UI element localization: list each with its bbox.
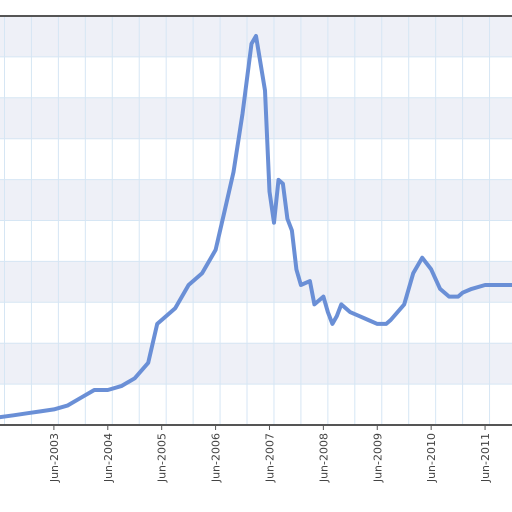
x-tick-label: Jun-2005 <box>156 433 169 483</box>
x-tick-label: Jun-2010 <box>425 433 438 483</box>
x-axis-tick-labels: Jun-2003 Jun-2004 Jun-2005 Jun-2006 Jun-2007… <box>48 425 492 483</box>
axes <box>0 15 512 426</box>
x-tick-label: Jun-2006 <box>210 433 223 483</box>
series-group <box>0 34 512 420</box>
x-tick-label: Jun-2004 <box>102 433 115 483</box>
series-line <box>0 34 512 420</box>
x-tick-label: Jun-2008 <box>317 433 330 483</box>
x-tick-label: Jun-2007 <box>263 433 276 483</box>
x-tick-label: Jun-2003 <box>48 433 61 483</box>
x-tick-label: Jun-2011 <box>479 433 492 483</box>
x-tick-label: Jun-2009 <box>371 433 384 483</box>
